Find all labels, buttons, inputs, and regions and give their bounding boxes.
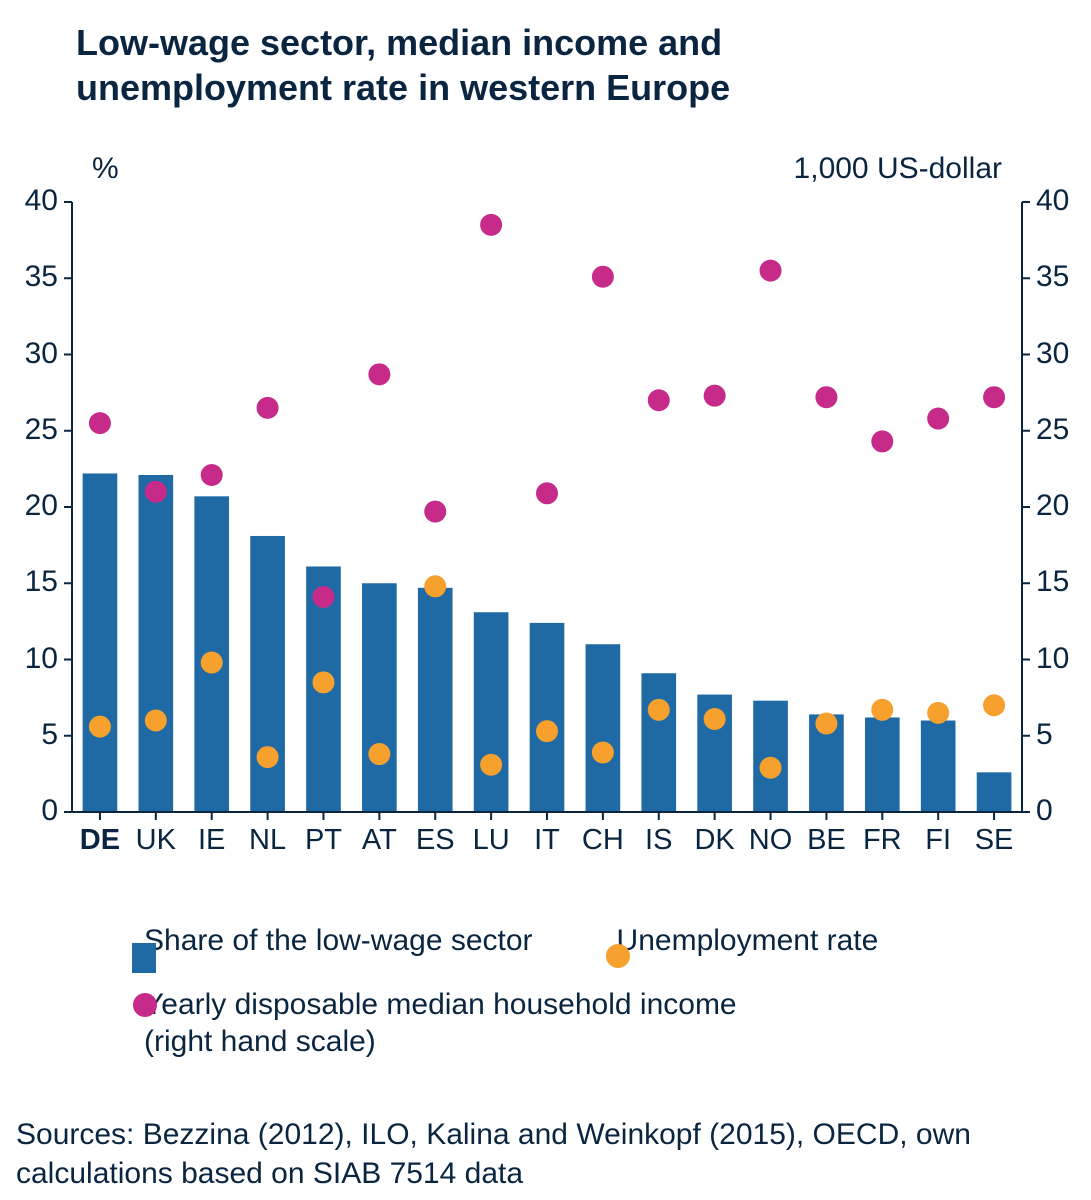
bar — [977, 772, 1012, 812]
y-tick-label-left: 20 — [25, 489, 58, 523]
unemployment-marker — [257, 746, 279, 768]
x-tick-label: NL — [249, 824, 286, 857]
chart-legend: Share of the low-wage sector Unemploymen… — [130, 922, 1050, 1087]
x-tick-label: IS — [645, 824, 672, 857]
income-marker — [89, 412, 111, 434]
y-tick-label-right: 35 — [1036, 260, 1069, 294]
income-marker — [257, 397, 279, 419]
x-tick-label: PT — [305, 824, 342, 857]
income-marker — [424, 501, 446, 523]
unemployment-marker — [368, 743, 390, 765]
unemployment-marker — [648, 699, 670, 721]
bar — [921, 721, 956, 813]
bar — [362, 583, 397, 812]
x-tick-label: IT — [534, 824, 560, 857]
bar — [865, 717, 900, 812]
y-tick-label-left: 0 — [41, 794, 58, 828]
income-marker — [704, 385, 726, 407]
unemployment-marker — [312, 671, 334, 693]
chart-sources: Sources: Bezzina (2012), ILO, Kalina and… — [16, 1115, 1076, 1193]
unemployment-marker — [145, 710, 167, 732]
y-tick-label-left: 25 — [25, 413, 58, 447]
unemployment-marker — [592, 742, 614, 764]
y-tick-label-left: 15 — [25, 565, 58, 599]
x-tick-label: LU — [473, 824, 510, 857]
income-marker — [927, 408, 949, 430]
legend-label-bar: Share of the low-wage sector — [144, 922, 533, 960]
income-marker — [201, 464, 223, 486]
income-marker — [368, 363, 390, 385]
x-tick-label: NO — [749, 824, 793, 857]
x-tick-label: AT — [362, 824, 397, 857]
income-marker — [648, 389, 670, 411]
income-marker — [536, 482, 558, 504]
y-tick-label-left: 10 — [25, 642, 58, 676]
y-tick-label-left: 35 — [25, 260, 58, 294]
x-tick-label: DK — [694, 824, 734, 857]
bar — [530, 623, 565, 812]
income-marker — [312, 586, 334, 608]
x-tick-label: FR — [863, 824, 902, 857]
bar — [83, 473, 118, 812]
x-tick-label: BE — [807, 824, 846, 857]
bar — [418, 588, 453, 812]
income-marker — [815, 386, 837, 408]
x-tick-label: SE — [975, 824, 1014, 857]
bar — [474, 612, 509, 812]
bar — [753, 701, 788, 812]
bar — [139, 475, 174, 812]
unemployment-marker — [201, 652, 223, 674]
unemployment-marker — [704, 708, 726, 730]
legend-label-income: Yearly disposable median household incom… — [144, 986, 737, 1061]
unemployment-marker — [89, 716, 111, 738]
unemployment-marker — [480, 754, 502, 776]
bar — [250, 536, 285, 812]
y-tick-label-left: 40 — [25, 184, 58, 218]
bar — [641, 673, 676, 812]
y-tick-label-right: 30 — [1036, 337, 1069, 371]
x-tick-label: UK — [136, 824, 176, 857]
income-marker — [480, 214, 502, 236]
unemployment-marker — [871, 699, 893, 721]
legend-label-unemployment: Unemployment rate — [617, 922, 879, 960]
unemployment-marker — [536, 720, 558, 742]
unemployment-marker — [424, 575, 446, 597]
y-tick-label-right: 15 — [1036, 565, 1069, 599]
y-tick-label-right: 10 — [1036, 642, 1069, 676]
x-tick-label: CH — [582, 824, 624, 857]
unemployment-marker — [927, 702, 949, 724]
y-tick-label-left: 30 — [25, 337, 58, 371]
y-tick-label-right: 20 — [1036, 489, 1069, 523]
income-marker — [760, 260, 782, 282]
y-tick-label-right: 25 — [1036, 413, 1069, 447]
y-tick-label-left: 5 — [41, 718, 58, 752]
unemployment-marker — [760, 757, 782, 779]
income-marker — [592, 266, 614, 288]
income-marker — [145, 481, 167, 503]
x-tick-label: IE — [198, 824, 225, 857]
y-tick-label-right: 5 — [1036, 718, 1053, 752]
bar — [586, 644, 621, 812]
x-tick-label: DE — [80, 824, 120, 857]
unemployment-marker — [983, 694, 1005, 716]
y-tick-label-right: 40 — [1036, 184, 1069, 218]
x-tick-label: FI — [925, 824, 951, 857]
unemployment-marker — [815, 713, 837, 735]
income-marker — [871, 430, 893, 452]
x-tick-label: ES — [416, 824, 455, 857]
y-tick-label-right: 0 — [1036, 794, 1053, 828]
income-marker — [983, 386, 1005, 408]
